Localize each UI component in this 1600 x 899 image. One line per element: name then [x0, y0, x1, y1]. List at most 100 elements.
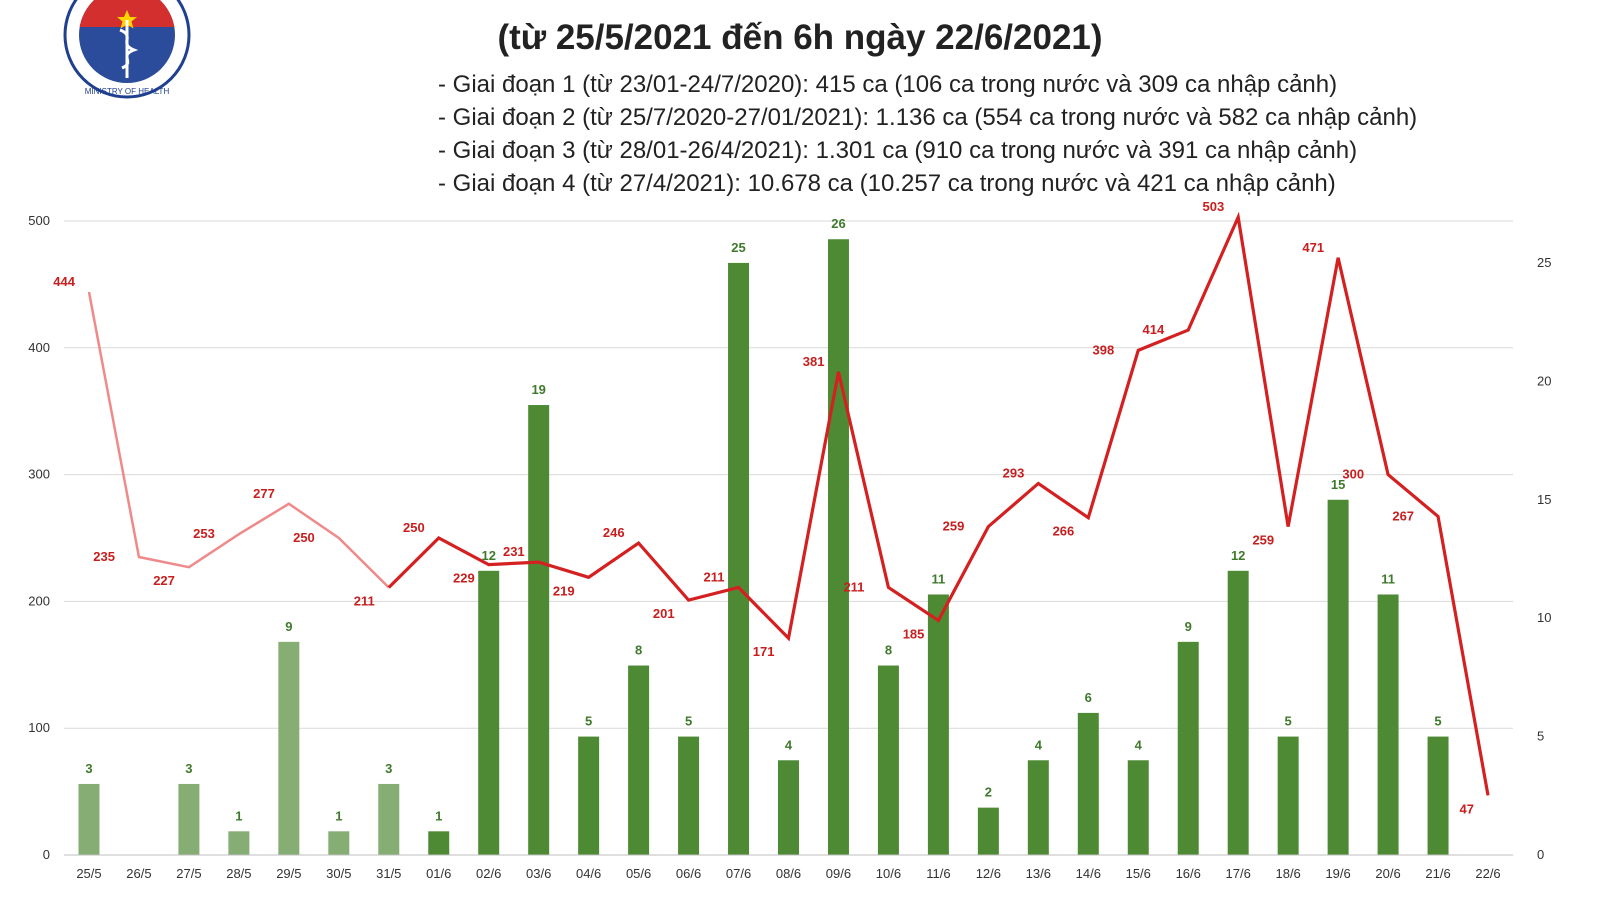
bar-value-label: 5	[1285, 714, 1292, 729]
line-value-label: 293	[1003, 465, 1025, 480]
phase-1-summary: - Giai đoạn 1 (từ 23/01-24/7/2020): 415 …	[438, 71, 1338, 98]
x-tick-label: 13/6	[1026, 866, 1051, 881]
line-value-label: 235	[93, 549, 115, 564]
line-value-label: 250	[293, 530, 315, 545]
line-value-label: 185	[903, 626, 925, 641]
line-value-label: 227	[153, 573, 175, 588]
bar	[778, 760, 799, 855]
phase-3-summary: - Giai đoạn 3 (từ 28/01-26/4/2021): 1.30…	[438, 137, 1358, 164]
line-value-label: 259	[943, 519, 965, 534]
y-left-tick-label: 400	[28, 340, 50, 355]
x-tick-label: 02/6	[476, 866, 501, 881]
line-value-label: 381	[803, 354, 825, 369]
line-value-label: 201	[653, 606, 675, 621]
line-value-label: 231	[503, 544, 525, 559]
line-value-label: 211	[843, 579, 864, 594]
bar-value-label: 8	[885, 643, 892, 658]
ministry-of-health-logo: MINISTRY OF HEALTH	[63, 0, 191, 99]
bar-value-label: 12	[481, 548, 495, 563]
bar	[1027, 760, 1049, 855]
bar	[628, 665, 650, 855]
x-tick-label: 07/6	[726, 866, 751, 881]
logo-text: MINISTRY OF HEALTH	[85, 87, 170, 96]
line-value-label: 471	[1302, 240, 1324, 255]
bar	[228, 831, 250, 855]
bar	[728, 262, 750, 855]
phase-summary-list: - Giai đoạn 1 (từ 23/01-24/7/2020): 415 …	[438, 68, 1417, 200]
y-right-tick-label: 5	[1537, 729, 1544, 744]
line-value-label: 246	[603, 525, 625, 540]
line-value-label: 229	[453, 571, 475, 586]
bar-value-label: 15	[1331, 477, 1345, 492]
bar-value-label: 11	[1381, 571, 1395, 586]
y-right-tick-label: 20	[1537, 373, 1551, 388]
line-value-label: 277	[253, 486, 275, 501]
bar	[428, 831, 450, 855]
phase-2-summary: - Giai đoạn 2 (từ 25/7/2020-27/01/2021):…	[438, 104, 1418, 131]
x-tick-label: 06/6	[676, 866, 701, 881]
x-tick-label: 18/6	[1275, 866, 1300, 881]
bar-value-label: 3	[185, 761, 192, 776]
bar	[578, 736, 600, 855]
line-value-label: 211	[354, 593, 375, 608]
data-labels: 3 319131121958525426811246491251511544423…	[53, 199, 1474, 823]
y-right-tick-label: 25	[1537, 255, 1551, 270]
bar-value-label: 1	[435, 808, 442, 823]
bar	[827, 239, 849, 855]
line-value-label: 171	[753, 644, 775, 659]
bar-value-label: 3	[385, 761, 392, 776]
x-tick-label: 25/5	[76, 866, 101, 881]
x-tick-label: 17/6	[1226, 866, 1251, 881]
x-tick-label: 31/5	[376, 866, 401, 881]
phase-4-summary: - Giai đoạn 4 (từ 27/4/2021): 10.678 ca …	[438, 170, 1336, 197]
x-tick-label: 19/6	[1325, 866, 1350, 881]
bar	[78, 783, 100, 855]
bar	[1377, 594, 1399, 855]
bar-value-label: 25	[731, 240, 745, 255]
bar-value-label: 6	[1085, 690, 1092, 705]
x-tick-label: 11/6	[926, 866, 950, 881]
x-tick-label: 14/6	[1076, 866, 1101, 881]
bar	[178, 783, 200, 855]
bar	[1277, 736, 1299, 855]
line-segment-faded	[87, 291, 390, 589]
line-value-label: 398	[1093, 342, 1115, 357]
x-tick-label: 30/5	[326, 866, 351, 881]
line-value-label: 414	[1143, 322, 1165, 337]
x-tick-label: 20/6	[1375, 866, 1400, 881]
bar-series	[78, 239, 1449, 855]
bar	[1227, 570, 1249, 855]
y-right-tick-label: 0	[1537, 847, 1544, 862]
x-tick-label: 03/6	[526, 866, 551, 881]
x-tick-label: 29/5	[276, 866, 301, 881]
y-left-tick-label: 100	[28, 720, 50, 735]
x-tick-label: 22/6	[1475, 866, 1500, 881]
bar-value-label: 9	[1185, 619, 1192, 634]
line-value-label: 503	[1202, 199, 1224, 214]
bar-value-label: 19	[531, 382, 545, 397]
y-left-tick-label: 0	[43, 847, 50, 862]
line-value-label: 253	[193, 526, 215, 541]
x-tick-label: 08/6	[776, 866, 801, 881]
line-value-label: 444	[53, 274, 75, 289]
bar	[678, 736, 700, 855]
bar	[1177, 641, 1199, 855]
bar-value-label: 1	[235, 808, 242, 823]
bar-value-label: 26	[831, 216, 845, 231]
x-tick-label: 16/6	[1176, 866, 1201, 881]
x-tick-label: 12/6	[976, 866, 1001, 881]
bar	[927, 594, 949, 855]
y-right-tick-label: 15	[1537, 492, 1551, 507]
line-value-label: 250	[403, 520, 425, 535]
bar-value-label: 5	[1434, 714, 1441, 729]
line-value-label: 259	[1252, 533, 1274, 548]
x-tick-label: 01/6	[426, 866, 451, 881]
bar	[528, 405, 550, 855]
y-left-tick-label: 200	[28, 593, 50, 608]
line-value-label: 47	[1460, 801, 1474, 816]
bar-value-label: 4	[785, 737, 793, 752]
line-value-label: 266	[1053, 524, 1075, 539]
bar-value-label: 4	[1135, 737, 1143, 752]
x-tick-label: 09/6	[826, 866, 851, 881]
